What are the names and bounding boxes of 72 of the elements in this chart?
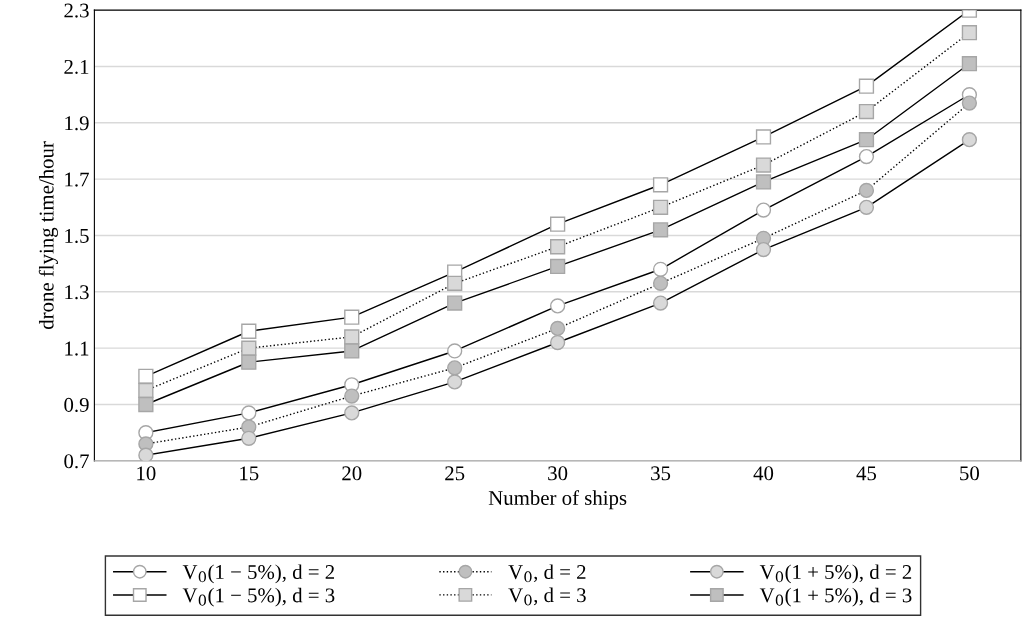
point [755, 129, 772, 145]
legend-label: V$_{0}$(1 + 5%), d = 3 [759, 587, 912, 607]
point [344, 405, 360, 421]
point [961, 95, 978, 111]
point [447, 343, 463, 359]
point [652, 295, 669, 311]
point [241, 340, 257, 356]
point [549, 258, 566, 275]
y-tick-label: 2.3 [64, 3, 89, 18]
x-axis-title: Number of ships [488, 490, 627, 510]
legend-label: V$_{0}$, d = 3 [508, 587, 586, 606]
x-tick-label: 20 [342, 466, 362, 481]
point [549, 239, 566, 255]
point [755, 202, 772, 218]
y-tick-label: 0.9 [64, 397, 89, 413]
y-tick-label: 1.7 [65, 172, 89, 187]
point [241, 354, 257, 370]
point [858, 199, 875, 215]
point [652, 222, 669, 238]
y-tick-label: 0.7 [64, 454, 89, 469]
point [755, 157, 772, 173]
point [344, 343, 360, 359]
point [138, 447, 154, 461]
point [858, 78, 875, 94]
point [549, 298, 566, 314]
point [858, 148, 875, 165]
point [652, 261, 669, 277]
x-tick-label: 40 [753, 466, 774, 481]
legend-label: V$_{0}$, d = 2 [508, 564, 586, 583]
y-tick-label: 1.1 [65, 341, 89, 356]
point [755, 174, 772, 190]
point [447, 295, 463, 311]
point [241, 323, 257, 339]
y-tick-label: 1.3 [65, 285, 89, 300]
y-axis-title: drone flying time/hour [38, 141, 58, 330]
point [549, 216, 566, 232]
point [138, 368, 154, 384]
point [549, 334, 566, 351]
point [138, 382, 154, 399]
point [652, 275, 669, 292]
x-tick-label: 10 [137, 466, 156, 481]
x-tick-label: 25 [445, 466, 465, 481]
y-tick-label: 2.1 [64, 59, 89, 74]
point [961, 25, 978, 41]
x-tick-label: 15 [240, 466, 259, 481]
point [344, 388, 360, 404]
point [344, 329, 360, 345]
point [652, 177, 669, 193]
point [447, 275, 463, 292]
x-tick-label: 50 [960, 466, 980, 481]
point [241, 405, 257, 421]
point [549, 320, 566, 337]
point [755, 241, 772, 258]
point [447, 360, 463, 376]
point [241, 430, 257, 446]
x-tick-label: 30 [548, 466, 568, 481]
point [344, 309, 360, 325]
point [961, 56, 978, 72]
y-tick-label: 1.9 [65, 116, 89, 131]
y-tick-label: 1.5 [65, 228, 89, 243]
point [652, 199, 669, 215]
point [447, 374, 463, 390]
x-tick-label: 45 [856, 466, 877, 481]
legend-label: V$_{0}$(1 − 5%), d = 3 [182, 587, 335, 607]
legend-label: V$_{0}$(1 + 5%), d = 2 [759, 564, 912, 584]
x-tick-label: 35 [651, 466, 671, 481]
point [138, 396, 154, 413]
legend-label: V$_{0}$(1 − 5%), d = 2 [182, 564, 335, 584]
point [961, 132, 978, 148]
point [858, 132, 875, 148]
point [858, 103, 875, 120]
point [858, 182, 875, 199]
